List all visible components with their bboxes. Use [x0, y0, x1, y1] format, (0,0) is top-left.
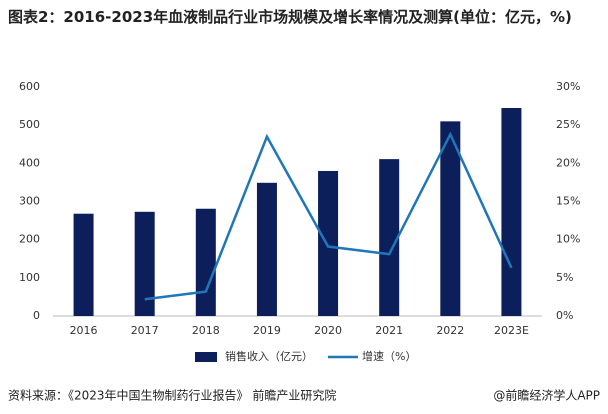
x-tick-label: 2019: [253, 324, 281, 337]
x-tick-label: 2016: [70, 324, 98, 337]
bar: [256, 182, 277, 316]
y-tick-label: 500: [19, 118, 40, 131]
y2-tick-label: 15%: [556, 195, 580, 208]
y2-tick-label: 10%: [556, 233, 580, 246]
legend-label: 增速（%）: [362, 349, 416, 363]
y2-tick-label: 0%: [556, 309, 573, 322]
x-tick-label: 2020: [314, 324, 342, 337]
x-tick-label: 2018: [192, 324, 220, 337]
bar: [440, 121, 461, 316]
bar: [73, 213, 94, 316]
bar: [379, 159, 400, 316]
source: 资料来源：《2023年中国生物制药行业报告》 前瞻产业研究院: [8, 388, 336, 403]
y-tick-label: 300: [19, 195, 40, 208]
legend-label: 销售收入（亿元）: [225, 349, 313, 363]
bar: [134, 211, 155, 316]
y2-tick-label: 30%: [556, 80, 580, 93]
chart-title: 图表2：2016-2023年血液制品行业市场规模及增长率情况及测算(单位：亿元，…: [8, 8, 572, 26]
bar: [501, 107, 522, 316]
y-tick-label: 0: [33, 309, 40, 322]
line: [144, 131, 513, 301]
x-tick-label: 2017: [131, 324, 159, 337]
credit: @前瞻经济学人APP: [493, 388, 600, 403]
y-tick-label: 400: [19, 156, 40, 169]
x-tick-label: 2022: [436, 324, 464, 337]
bar: [318, 170, 339, 316]
y2-tick-label: 5%: [556, 271, 573, 284]
y2-tick-label: 20%: [556, 156, 580, 169]
y-tick-label: 200: [19, 233, 40, 246]
y-tick-label: 100: [19, 271, 40, 284]
bar: [195, 208, 216, 316]
y2-tick-label: 25%: [556, 118, 580, 131]
y-tick-label: 600: [19, 80, 40, 93]
x-tick-label: 2021: [375, 324, 403, 337]
legend-swatch: [195, 352, 217, 362]
x-tick-label: 2023E: [494, 324, 529, 337]
